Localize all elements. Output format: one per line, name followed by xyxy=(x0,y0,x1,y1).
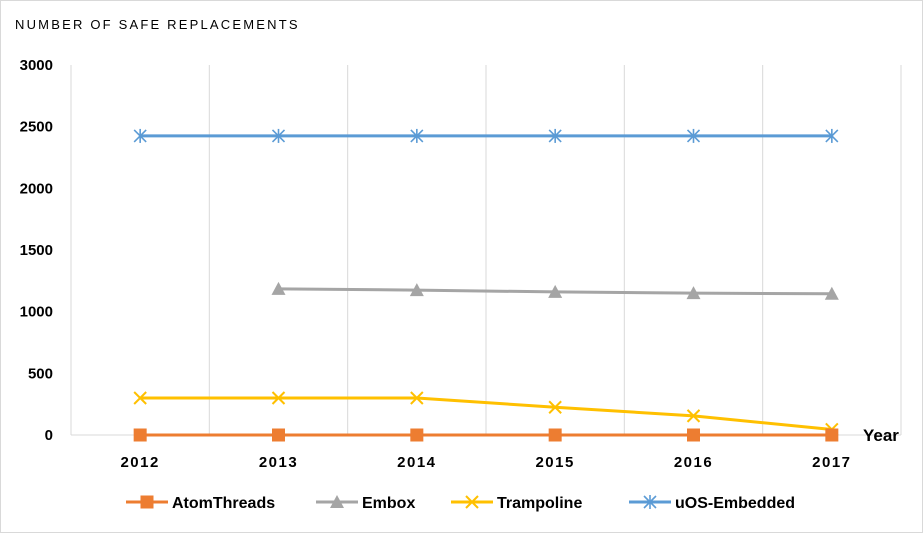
x-tick-label: 2013 xyxy=(259,454,298,471)
data-point-embox xyxy=(824,286,839,300)
y-tick-label: 1000 xyxy=(20,304,53,321)
series-line-trampoline xyxy=(140,396,832,431)
axis-layer: 0 500 1000 1500 2000 2500 3000 2012 2013 2014 2015… xyxy=(20,57,901,471)
data-point-atomthreads xyxy=(272,428,285,442)
series-embox xyxy=(271,281,839,300)
series-uos-embedded xyxy=(133,128,839,143)
data-point-atomthreads xyxy=(410,428,424,442)
legend-marker xyxy=(643,495,657,509)
legend-item-atomthreads: AtomThreads xyxy=(126,495,275,512)
y-tick-label: 3000 xyxy=(20,57,53,74)
x-tick-label: 2012 xyxy=(120,454,159,471)
data-point-embox xyxy=(271,281,286,295)
data-point-trampoline xyxy=(410,391,424,405)
data-point-uos-embedded xyxy=(271,128,286,143)
series-layer xyxy=(133,128,839,442)
y-tick-label: 0 xyxy=(45,427,53,444)
data-point-uos-embedded xyxy=(548,128,562,143)
data-point-uos-embedded xyxy=(410,128,424,143)
data-point-trampoline xyxy=(271,391,286,405)
legend-label: Trampoline xyxy=(497,495,582,512)
data-point-atomthreads xyxy=(133,428,147,442)
legend-item-trampoline: Trampoline xyxy=(451,495,582,512)
data-point-embox xyxy=(548,284,563,298)
legend-item-embox: Embox xyxy=(316,495,415,512)
legend-marker xyxy=(140,495,154,509)
data-point-uos-embedded xyxy=(686,128,701,143)
data-point-uos-embedded xyxy=(825,128,839,143)
data-point-atomthreads xyxy=(825,428,839,442)
y-tick-label: 500 xyxy=(28,365,53,382)
legend-item-uos-embedded: uOS-Embedded xyxy=(629,495,795,512)
x-tick-label: 2016 xyxy=(674,454,713,471)
y-tick-label: 2500 xyxy=(20,119,53,136)
legend: AtomThreads Embox Trampoline uOS-Embedded xyxy=(126,495,795,512)
series-atomthreads xyxy=(133,428,839,442)
data-point-embox xyxy=(686,286,701,300)
chart-title: NUMBER OF SAFE REPLACEMENTS xyxy=(15,17,300,32)
grid-layer xyxy=(70,65,902,435)
legend-marker xyxy=(330,495,344,508)
x-tick-label: 2014 xyxy=(397,454,436,471)
data-point-atomthreads xyxy=(687,428,700,442)
y-tick-label: 1500 xyxy=(20,242,53,259)
data-point-embox xyxy=(409,283,424,297)
x-axis-label: Year xyxy=(863,426,899,445)
x-tick-label: 2015 xyxy=(535,454,574,471)
legend-label: AtomThreads xyxy=(172,495,275,512)
legend-label: uOS-Embedded xyxy=(675,495,795,512)
data-point-trampoline xyxy=(686,409,701,423)
y-tick-label: 2000 xyxy=(20,180,53,197)
x-tick-label: 2017 xyxy=(812,454,851,471)
data-point-uos-embedded xyxy=(133,128,147,143)
data-point-trampoline xyxy=(548,400,562,414)
data-point-atomthreads xyxy=(548,428,562,442)
legend-label: Embox xyxy=(362,495,415,512)
data-point-trampoline xyxy=(133,391,147,405)
legend-marker xyxy=(465,495,479,509)
